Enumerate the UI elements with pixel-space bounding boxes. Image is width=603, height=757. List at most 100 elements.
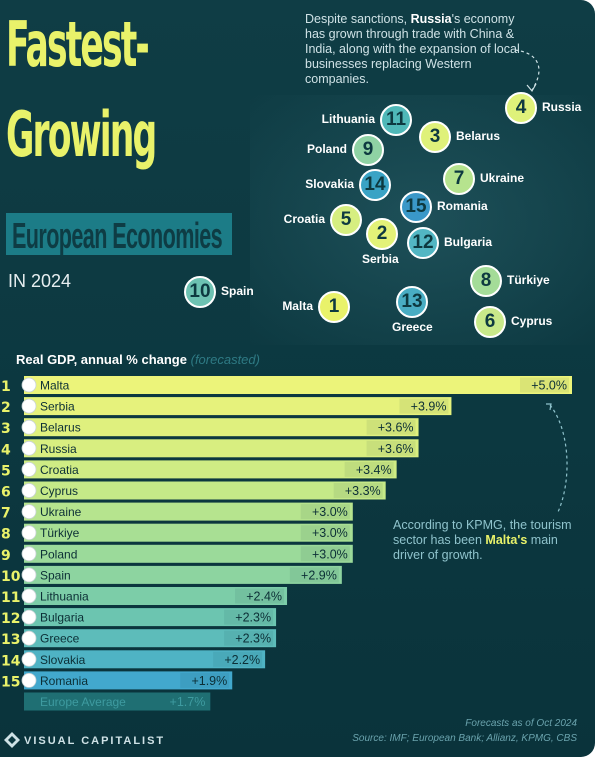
rank-label-poland: 9 <box>1 548 11 564</box>
bar-label-russia: Russia <box>40 442 77 456</box>
value-box <box>333 483 383 498</box>
value-box <box>399 398 449 414</box>
chart-heading: Real GDP, annual % change (forecasted) <box>16 352 260 367</box>
russia-note: Despite sanctions, Russia's economy has … <box>305 12 520 86</box>
flag-icon <box>21 483 37 498</box>
bar-label-lithuania: Lithuania <box>40 590 89 604</box>
value-box <box>366 419 416 435</box>
flag-icon <box>21 546 37 562</box>
flag-icon <box>21 651 37 667</box>
value-box <box>300 525 350 541</box>
bar-label-belarus: Belarus <box>40 421 81 435</box>
flag-icon <box>21 398 37 414</box>
map-label-malta: Malta <box>282 299 313 313</box>
flag-icon <box>21 419 37 435</box>
rank-label-belarus: 3 <box>1 421 11 437</box>
bar-spain <box>24 565 342 584</box>
rank-label-greece: 13 <box>1 632 20 648</box>
map-label-poland: Poland <box>306 142 347 156</box>
value-label-europe-average: +1.7% <box>170 695 206 709</box>
bar-russia <box>24 439 419 458</box>
bar-label-croatia: Croatia <box>40 463 79 477</box>
map-label-ukraine: Ukraine <box>480 171 525 185</box>
rank-label-bulgaria: 12 <box>1 611 20 627</box>
forecast-date: Forecasts as of Oct 2024 <box>465 718 577 729</box>
value-label-spain: +2.9% <box>301 568 337 582</box>
bar-poland <box>24 544 353 563</box>
value-box <box>213 651 263 667</box>
value-box <box>224 630 274 646</box>
rank-label-trkiye: 8 <box>1 527 11 543</box>
bar-europe-average <box>24 692 211 711</box>
value-label-trkiye: +3.0% <box>312 526 348 540</box>
value-label-slovakia: +2.2% <box>224 653 260 667</box>
bar-malta <box>24 376 572 394</box>
map-label-spain: Spain <box>221 284 254 298</box>
source-note: Source: IMF; European Bank; Allianz, KPM… <box>352 733 577 744</box>
title-line-2: Growing <box>6 98 157 171</box>
bar-label-greece: Greece <box>40 632 80 646</box>
bar-ukraine <box>24 502 353 521</box>
bar-cyprus <box>24 481 386 500</box>
value-label-greece: +2.3% <box>235 632 271 646</box>
value-label-ukraine: +3.0% <box>312 505 348 519</box>
map-label-türkiye: Türkiye <box>507 273 550 287</box>
bar-belarus <box>24 418 419 437</box>
map-marker-poland: 9 <box>352 134 384 166</box>
map-label-romania: Romania <box>437 199 488 213</box>
subtitle: European Economies <box>12 215 223 256</box>
rank-label-spain: 10 <box>1 569 21 585</box>
map-marker-spain: 10 <box>184 276 216 308</box>
rank-label-malta: 1 <box>1 379 11 395</box>
value-box <box>235 588 285 604</box>
rank-label-serbia: 2 <box>1 400 11 416</box>
visual-capitalist-logo-icon <box>4 732 20 748</box>
bar-label-poland: Poland <box>40 547 77 561</box>
rank-label-croatia: 5 <box>1 463 11 479</box>
map-label-bulgaria: Bulgaria <box>444 235 493 249</box>
flag-icon <box>21 588 37 604</box>
bar-lithuania <box>24 587 288 605</box>
malta-note: According to KPMG, the tourism sector ha… <box>393 518 572 562</box>
bar-label-cyprus: Cyprus <box>40 484 78 498</box>
rank-label-ukraine: 7 <box>1 506 11 522</box>
value-box <box>344 461 394 477</box>
brand-name: VISUAL CAPITALIST <box>24 735 166 747</box>
map-label-croatia: Croatia <box>283 212 325 226</box>
rank-label-russia: 4 <box>1 442 11 458</box>
value-label-malta: +5.0% <box>531 379 567 393</box>
rank-label-lithuania: 11 <box>1 590 20 606</box>
map-label-cyprus: Cyprus <box>511 314 553 328</box>
flag-icon <box>21 440 37 456</box>
value-box <box>289 567 339 583</box>
flag-icon <box>21 504 37 520</box>
rank-label-cyprus: 6 <box>1 485 11 501</box>
bar-croatia <box>24 460 397 479</box>
flag-icon <box>21 377 37 393</box>
flag-icon <box>21 672 37 688</box>
flag-icon <box>21 609 37 625</box>
bar-bulgaria <box>24 608 277 627</box>
map-label-serbia: Serbia <box>362 252 399 266</box>
bar-chart: 1 Malta +5.0% 2 Serbia +3.9% 3 Belarus +3.6% 4 Rus… <box>1 376 572 711</box>
title-line-1: Fastest- <box>6 8 150 81</box>
value-label-croatia: +3.4% <box>356 463 392 477</box>
bar-label-ukraine: Ukraine <box>40 505 82 519</box>
curved-arrow-icon <box>546 403 568 513</box>
bar-label-slovakia: Slovakia <box>40 653 86 667</box>
bar-slovakia <box>24 650 266 669</box>
map-label-russia: Russia <box>542 100 582 114</box>
bar-serbia <box>24 397 452 416</box>
bar-label-romania: Romania <box>40 674 88 688</box>
map-marker-serbia: 2 <box>366 218 398 250</box>
map-label-slovakia: Slovakia <box>305 177 354 191</box>
map-marker-türkiye: 8 <box>470 265 502 297</box>
bar-label-malta: Malta <box>40 379 70 393</box>
rank-label-romania: 15 <box>1 674 20 690</box>
bar-label-serbia: Serbia <box>40 400 75 414</box>
map-label-greece: Greece <box>392 320 433 334</box>
map-marker-slovakia: 14 <box>359 169 391 201</box>
map-marker-russia: 4 <box>505 92 537 124</box>
bar-label-bulgaria: Bulgaria <box>40 611 84 625</box>
